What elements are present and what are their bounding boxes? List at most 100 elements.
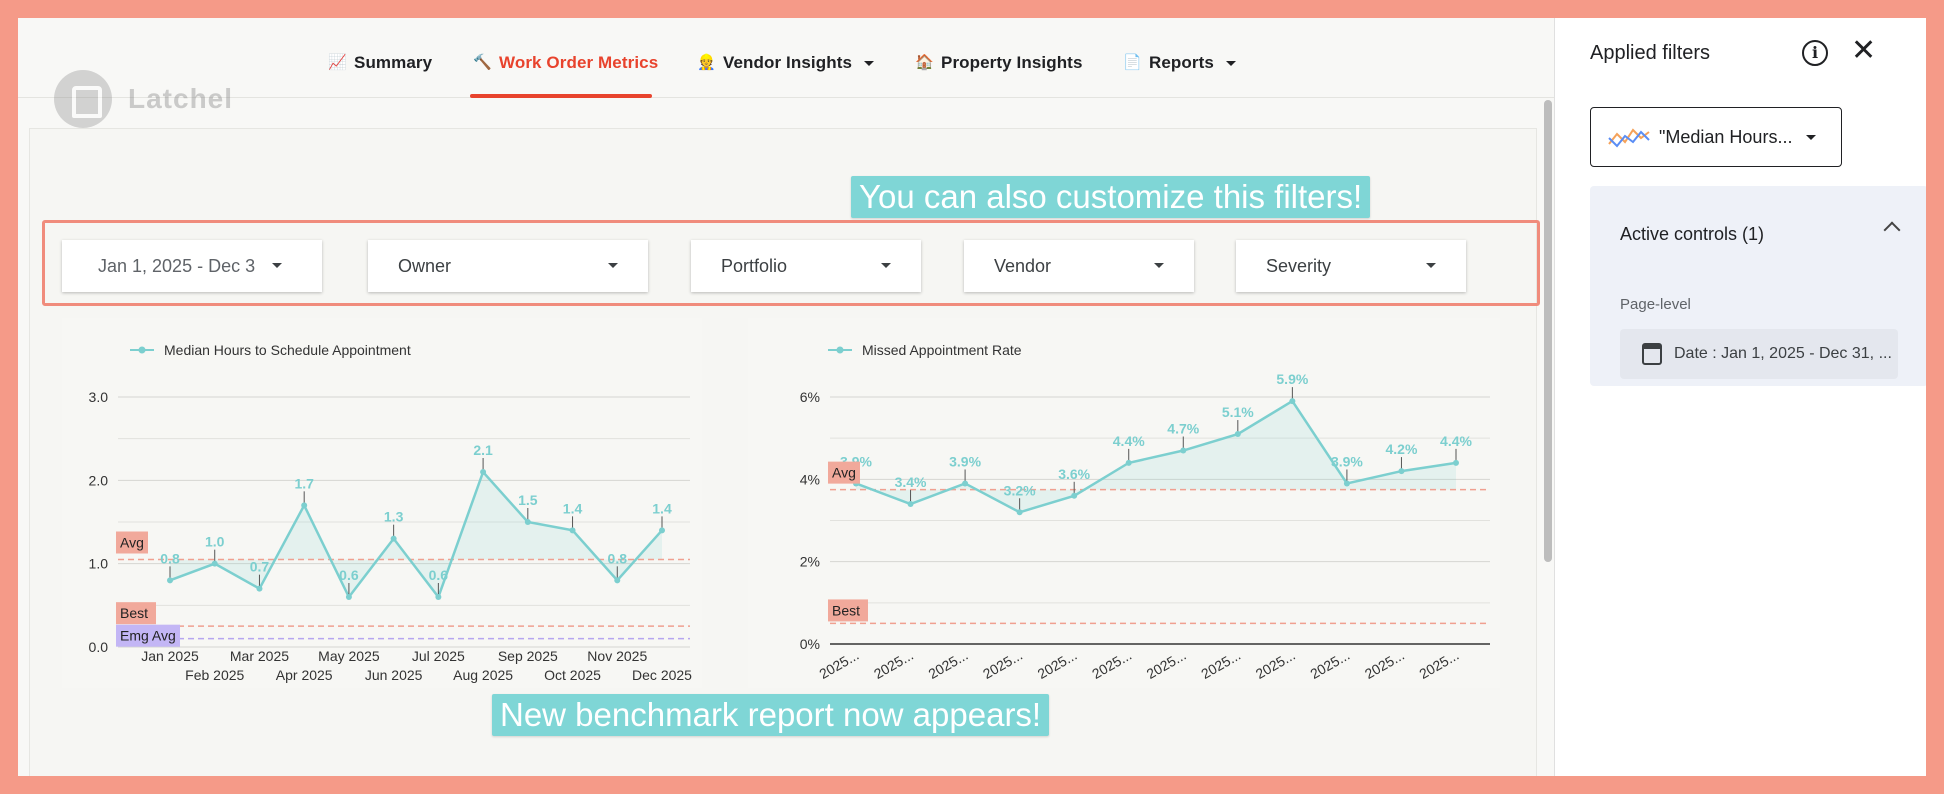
close-icon[interactable]: ✕ <box>1851 34 1877 67</box>
filter-highlight-box <box>42 220 1540 306</box>
y-tick-label: 3.0 <box>89 389 109 405</box>
calendar-icon <box>1642 343 1662 365</box>
chart-selector-chip[interactable]: "Median Hours... <box>1590 107 1842 167</box>
house-icon: 🏠 <box>915 54 934 71</box>
x-tick-label: Dec 2025 <box>632 667 692 683</box>
reference-tag-bg <box>116 624 180 647</box>
y-tick-label: 2.0 <box>89 472 109 488</box>
series-area <box>170 472 662 597</box>
active-tab-indicator <box>470 94 652 98</box>
data-point <box>1289 398 1296 405</box>
data-label: 1.7 <box>294 475 314 491</box>
chevron-down-icon <box>272 263 282 268</box>
worker-icon: 👷 <box>697 54 716 71</box>
data-point <box>345 594 352 600</box>
chart-icon: 📈 <box>328 54 347 71</box>
reference-tag-bg <box>828 599 868 622</box>
data-label: 1.4 <box>652 500 672 516</box>
tab-property-insights[interactable]: 🏠 Property Insights <box>915 48 1083 78</box>
median-hours-chart-panel: Median Hours to Schedule Appointment 0.0 1… <box>62 318 702 702</box>
x-tick-label: Jan 2025 <box>141 648 199 664</box>
x-tick-label: 2025... <box>1362 647 1407 682</box>
chevron-down-icon <box>1806 134 1817 140</box>
data-label: 4.2% <box>1385 441 1417 457</box>
app-frame: 📈 Summary 🔨 Work Order Metrics 👷 Vendor … <box>18 18 1926 776</box>
tab-label: Vendor Insights <box>723 53 853 72</box>
data-point <box>256 585 263 592</box>
data-point <box>524 519 531 525</box>
date-range-value: Jan 1, 2025 - Dec 3 <box>98 255 256 276</box>
data-point <box>1016 509 1023 516</box>
x-tick-label: 2025... <box>816 647 861 682</box>
x-tick-label: 2025... <box>1035 647 1080 682</box>
callout-new-benchmark: New benchmark report now appears! <box>492 694 1050 736</box>
data-label: 3.9% <box>1331 453 1363 469</box>
data-label: 1.5 <box>518 492 538 508</box>
vendor-filter[interactable]: Vendor <box>964 240 1194 292</box>
data-point <box>614 577 621 584</box>
data-point <box>480 469 487 475</box>
owner-label: Owner <box>398 255 452 276</box>
tab-work-order-metrics[interactable]: 🔨 Work Order Metrics <box>473 48 658 78</box>
x-tick-label: Mar 2025 <box>230 648 289 664</box>
vendor-label: Vendor <box>994 255 1052 276</box>
data-point <box>569 527 576 534</box>
data-label: 3.2% <box>1004 482 1036 498</box>
vertical-scrollbar[interactable] <box>1544 100 1552 562</box>
owner-filter[interactable]: Owner <box>368 240 648 292</box>
portfolio-filter[interactable]: Portfolio <box>691 240 921 292</box>
x-axis-label: Appointment Date <box>1096 687 1217 688</box>
legend-marker <box>138 346 146 354</box>
tab-reports[interactable]: 📄 Reports <box>1123 48 1236 78</box>
data-label: 5.9% <box>1276 371 1308 387</box>
date-control-label: Date : Jan 1, 2025 - Dec 31, ... <box>1674 345 1892 362</box>
x-tick-label: Aug 2025 <box>453 667 513 683</box>
data-point <box>1071 492 1078 499</box>
y-tick-label: 0.0 <box>89 639 109 655</box>
tab-label: Property Insights <box>941 53 1083 72</box>
data-label: 1.3 <box>384 509 404 525</box>
data-point <box>1343 480 1350 487</box>
data-point <box>435 594 442 600</box>
line-chart-thumbnail-icon <box>1608 128 1650 148</box>
tab-vendor-insights[interactable]: 👷 Vendor Insights <box>697 48 875 78</box>
portfolio-label: Portfolio <box>721 255 788 276</box>
y-tick-label: 0% <box>800 636 820 652</box>
x-tick-label: Feb 2025 <box>185 667 244 683</box>
severity-filter[interactable]: Severity <box>1236 240 1466 292</box>
date-range-filter[interactable]: Jan 1, 2025 - Dec 3 <box>62 240 322 292</box>
reference-tag-bg <box>116 531 148 554</box>
reference-tag-label: Best <box>832 602 860 618</box>
missed-appointment-chart: Missed Appointment Rate 0% 2% 4% 6% 3.9% 3.4% 3… <box>800 342 1490 703</box>
data-label: 1.4 <box>563 500 583 516</box>
legend-marker <box>836 346 844 354</box>
active-controls-section: Active controls (1) Page-level Date : Ja… <box>1590 186 1926 386</box>
x-tick-label: Apr 2025 <box>276 667 333 683</box>
reference-tag-bg <box>116 602 156 625</box>
info-icon[interactable]: i <box>1802 40 1828 66</box>
reference-tag-label: Avg <box>832 465 856 481</box>
applied-filters-panel: Applied filters i ✕ "Median Hours... Act… <box>1554 18 1926 776</box>
reference-tag-bg <box>828 461 860 484</box>
x-axis-label: Assignment Date <box>359 686 474 688</box>
data-label: 0.6 <box>339 567 359 583</box>
tab-summary[interactable]: 📈 Summary <box>328 48 432 78</box>
data-label: 3.6% <box>1058 466 1090 482</box>
series-line <box>855 399 1457 514</box>
data-point <box>211 560 218 567</box>
chevron-up-icon[interactable] <box>1883 221 1901 239</box>
series-line <box>169 469 663 600</box>
x-tick-label: May 2025 <box>318 648 380 664</box>
chevron-down-icon <box>608 263 618 268</box>
data-point <box>1453 459 1459 466</box>
x-tick-label: Nov 2025 <box>587 648 647 664</box>
panel-title: Applied filters <box>1590 42 1711 64</box>
x-tick-label: Sep 2025 <box>498 648 558 664</box>
data-label: 4.4% <box>1440 433 1472 449</box>
date-control-chip[interactable]: Date : Jan 1, 2025 - Dec 31, ... <box>1620 329 1898 379</box>
x-tick-label: 2025... <box>1253 647 1298 682</box>
legend-label: Median Hours to Schedule Appointment <box>164 342 411 358</box>
y-tick-label: 2% <box>800 554 820 570</box>
data-point <box>1180 447 1187 454</box>
chevron-down-icon <box>864 60 875 66</box>
